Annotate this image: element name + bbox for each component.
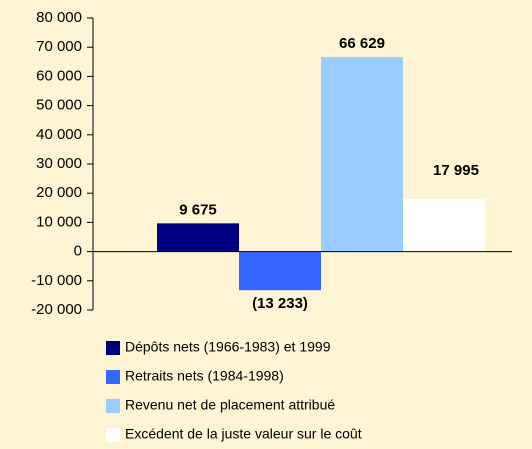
- y-tick-label: -20 000: [31, 301, 82, 318]
- data-label: (13 233): [252, 295, 308, 312]
- y-tick-label: -10 000: [31, 272, 82, 289]
- bar: [239, 251, 321, 291]
- legend-label: Excédent de la juste valeur sur le coût: [125, 426, 362, 442]
- y-tick-label: 40 000: [36, 126, 82, 143]
- legend-label: Dépôts nets (1966-1983) et 1999: [125, 339, 331, 355]
- bar: [157, 223, 239, 252]
- data-label: 9 675: [179, 201, 217, 218]
- bar: [403, 199, 485, 252]
- y-tick-label: 70 000: [36, 38, 82, 55]
- legend-swatch: [106, 428, 120, 442]
- y-tick-label: 80 000: [36, 9, 82, 26]
- y-tick-label: 10 000: [36, 213, 82, 230]
- y-tick-label: 30 000: [36, 155, 82, 172]
- legend-label: Retraits nets (1984-1998): [125, 368, 284, 384]
- legend-swatch: [106, 341, 120, 355]
- y-tick-label: 0: [74, 243, 82, 260]
- y-tick-label: 50 000: [36, 97, 82, 114]
- data-label: 66 629: [339, 35, 385, 52]
- legend-label: Revenu net de placement attribué: [125, 397, 335, 413]
- y-tick-label: 20 000: [36, 184, 82, 201]
- y-tick-label: 60 000: [36, 67, 82, 84]
- legend-swatch: [106, 370, 120, 384]
- bar: [321, 57, 403, 252]
- legend-swatch: [106, 399, 120, 413]
- data-label: 17 995: [433, 162, 479, 179]
